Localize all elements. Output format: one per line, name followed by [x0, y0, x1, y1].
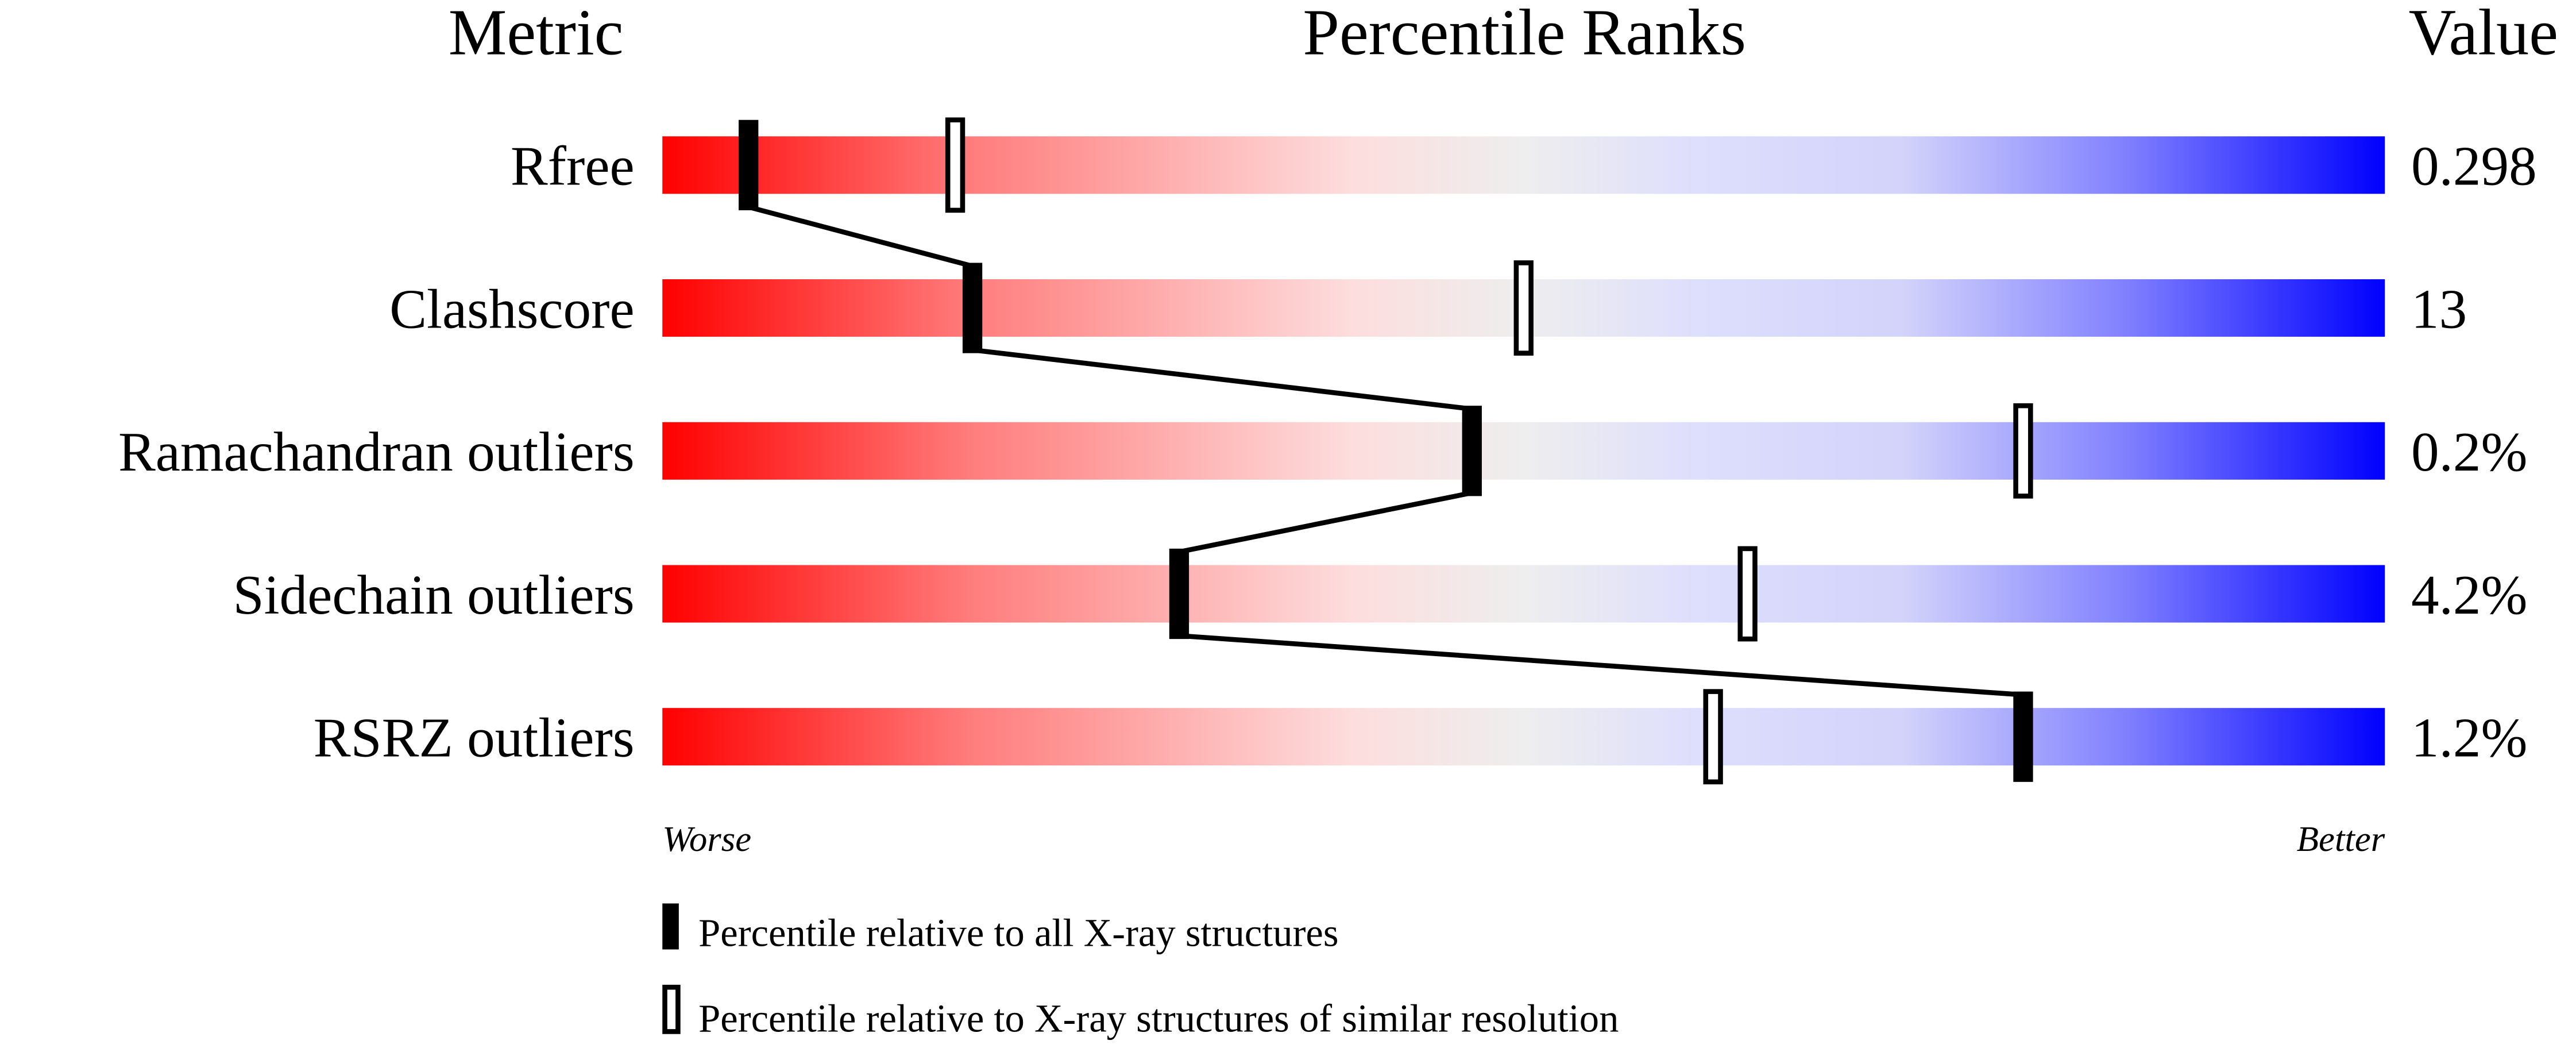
connector-line	[748, 205, 974, 269]
metric-value: 4.2%	[2411, 564, 2527, 626]
connector-line	[1179, 633, 2023, 698]
metric-label: RSRZ outliers	[314, 707, 635, 769]
similar-resolution-marker	[1513, 260, 1534, 356]
metric-label: Ramachandran outliers	[118, 421, 635, 483]
metric-label: Rfree	[511, 136, 635, 198]
all-structures-marker	[962, 263, 983, 353]
all-structures-marker	[2013, 691, 2033, 782]
all-structures-marker	[739, 120, 759, 210]
axis-better-label: Better	[2297, 819, 2385, 859]
legend-filled-marker-icon	[662, 903, 679, 950]
axis-worse-label: Worse	[662, 819, 751, 859]
metric-label: Clashscore	[389, 278, 634, 340]
similar-resolution-marker	[2013, 403, 2033, 499]
percentile-bar	[662, 136, 2385, 194]
percentile-bar	[662, 708, 2385, 766]
legend-open-marker-icon	[662, 984, 681, 1034]
header-value: Value	[2409, 0, 2558, 68]
all-structures-marker	[1462, 406, 1482, 496]
percentile-bar	[662, 422, 2385, 480]
metric-value: 0.298	[2411, 136, 2537, 198]
metric-value: 13	[2411, 278, 2467, 340]
metric-value: 0.2%	[2411, 421, 2527, 483]
connector-line	[972, 347, 1473, 412]
connector-line	[1179, 490, 1473, 554]
percentile-bar	[662, 565, 2385, 623]
metric-value: 1.2%	[2411, 707, 2527, 769]
header-percentile-ranks: Percentile Ranks	[1303, 0, 1746, 68]
metric-label: Sidechain outliers	[233, 564, 635, 626]
similar-resolution-marker	[1737, 546, 1758, 642]
legend-similar-label: Percentile relative to X-ray structures …	[698, 996, 1619, 1040]
header-metric: Metric	[449, 0, 624, 68]
legend-all-label: Percentile relative to all X-ray structu…	[698, 911, 1338, 955]
similar-resolution-marker	[1703, 689, 1723, 785]
similar-resolution-marker	[945, 117, 965, 213]
all-structures-marker	[1169, 548, 1189, 639]
